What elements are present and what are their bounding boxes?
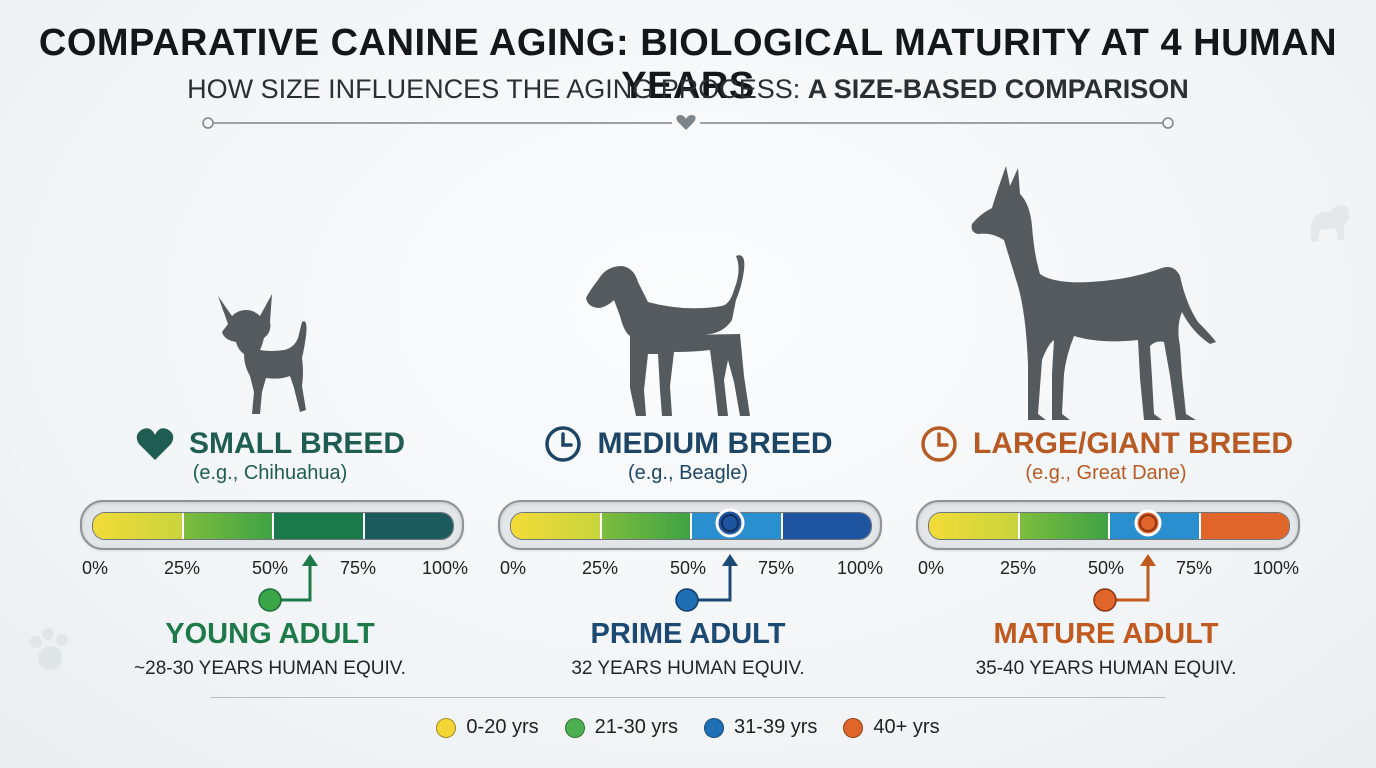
chihuahua-silhouette	[218, 294, 307, 414]
legend-label: 31-39 yrs	[734, 716, 818, 738]
tick-labels: 0% 25% 50% 75% 100%	[916, 558, 1300, 580]
tick-labels: 0% 25% 50% 75% 100%	[498, 558, 883, 580]
breed-example: (e.g., Chihuahua)	[192, 462, 348, 484]
bar-segment	[364, 513, 453, 539]
breed-name: SMALL BREED	[188, 427, 406, 460]
tick-label: 50%	[251, 558, 289, 578]
human-equivalent: 35-40 YEARS HUMAN EQUIV.	[975, 658, 1237, 679]
age-progress-bar	[916, 500, 1300, 550]
divider-heart-icon	[676, 115, 696, 130]
beagle-silhouette	[586, 255, 750, 416]
legend-divider	[210, 697, 1166, 698]
marker-dot	[675, 588, 699, 612]
background-paw-icon	[30, 628, 68, 670]
bar-track	[92, 512, 454, 540]
age-marker	[258, 554, 318, 612]
life-stage: YOUNG ADULT	[165, 618, 375, 650]
breed-example: (e.g., Great Dane)	[1025, 462, 1187, 484]
clock-icon	[545, 426, 582, 462]
clock-icon	[921, 426, 957, 462]
tick-label: 75%	[1175, 558, 1213, 578]
great-dane-silhouette	[971, 166, 1216, 420]
tick-label: 0%	[917, 558, 945, 578]
title-divider	[202, 115, 1174, 130]
tick-label: 100%	[836, 558, 884, 578]
bar-segment	[183, 513, 274, 539]
tick-label: 0%	[81, 558, 109, 578]
breed-name: LARGE/GIANT BREED	[972, 427, 1293, 460]
legend-swatch	[704, 717, 725, 738]
tick-labels: 0% 25% 50% 75% 100%	[80, 558, 468, 580]
legend-item: 40+ yrs	[843, 716, 940, 739]
breed-example: (e.g., Beagle)	[627, 462, 749, 484]
breed-name: MEDIUM BREED	[597, 427, 833, 460]
tick-label: 75%	[757, 558, 795, 578]
legend-label: 40+ yrs	[873, 716, 940, 738]
bar-segment	[93, 513, 184, 539]
age-progress-bar	[80, 500, 464, 550]
bar-track	[510, 512, 872, 540]
tick-label: 75%	[339, 558, 377, 578]
background-dog-icon	[1310, 204, 1350, 242]
life-stage: PRIME ADULT	[590, 618, 786, 650]
legend-item: 31-39 yrs	[704, 716, 817, 739]
life-stage: MATURE ADULT	[993, 618, 1219, 650]
bar-segment	[1019, 513, 1110, 539]
bar-segment	[601, 513, 692, 539]
tick-label: 100%	[1252, 558, 1300, 578]
legend-swatch	[436, 717, 457, 738]
age-marker	[1093, 509, 1162, 612]
age-progress-bar	[498, 500, 882, 550]
large-breed-panel: LARGE/GIANT BREED (e.g., Great Dane) 0% …	[916, 140, 1336, 700]
subtitle-plain: HOW SIZE INFLUENCES THE AGING PROCESS:	[187, 74, 808, 104]
legend-item: 21-30 yrs	[564, 716, 679, 739]
tick-label: 25%	[999, 558, 1037, 578]
legend-swatch	[843, 717, 864, 738]
legend-item: 0-20 yrs	[436, 716, 539, 739]
bar-segment	[274, 513, 365, 539]
tick-label: 25%	[581, 558, 619, 578]
tick-label: 50%	[669, 558, 707, 578]
small-breed-panel: SMALL BREED (e.g., Chihuahua) 0% 25% 50%…	[80, 140, 500, 700]
marker-dot	[258, 588, 282, 612]
medium-breed-panel: MEDIUM BREED (e.g., Beagle) 0% 25% 50% 7…	[498, 140, 918, 700]
heart-icon	[136, 428, 174, 460]
legend: 0-20 yrs 21-30 yrs 31-39 yrs 40+ yrs	[0, 716, 1376, 739]
legend-label: 0-20 yrs	[466, 716, 539, 738]
page-subtitle: HOW SIZE INFLUENCES THE AGING PROCESS: A…	[0, 74, 1376, 105]
tick-label: 25%	[163, 558, 201, 578]
bar-segment	[511, 513, 602, 539]
human-equivalent: ~28-30 YEARS HUMAN EQUIV.	[134, 658, 406, 679]
page-title: COMPARATIVE CANINE AGING: BIOLOGICAL MAT…	[38, 22, 1338, 107]
age-marker	[675, 508, 745, 612]
tick-label: 0%	[499, 558, 527, 578]
subtitle-bold: A SIZE-BASED COMPARISON	[807, 74, 1189, 104]
tick-label: 100%	[421, 558, 469, 578]
bar-segment	[1200, 513, 1289, 539]
human-equivalent: 32 YEARS HUMAN EQUIV.	[571, 658, 805, 679]
bar-segment	[929, 513, 1020, 539]
bar-segment	[782, 513, 871, 539]
tick-label: 50%	[1087, 558, 1125, 578]
legend-label: 21-30 yrs	[594, 716, 679, 738]
marker-dot	[1093, 588, 1117, 612]
legend-swatch	[564, 717, 585, 738]
